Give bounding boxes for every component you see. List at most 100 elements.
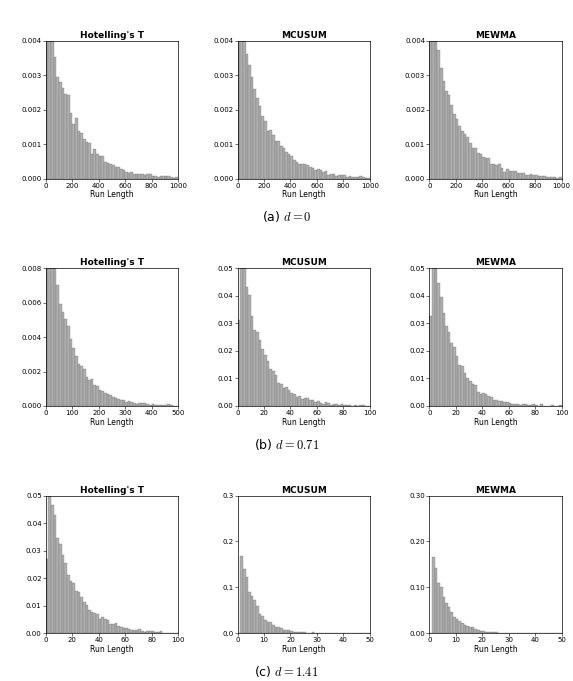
Bar (514, 404, 517, 406)
Bar (83, 139, 85, 178)
Bar (272, 624, 274, 633)
Bar (261, 616, 264, 633)
Bar (527, 405, 530, 406)
Bar (51, 505, 54, 633)
Bar (152, 176, 154, 178)
Bar (282, 387, 285, 406)
Bar (266, 622, 269, 633)
Bar (59, 82, 62, 178)
Bar (301, 632, 304, 633)
Bar (304, 398, 307, 406)
Bar (96, 614, 99, 633)
Bar (282, 630, 285, 633)
Bar (514, 172, 517, 178)
Bar (269, 369, 272, 406)
Bar (511, 171, 514, 178)
Bar (131, 172, 133, 178)
Bar (64, 563, 67, 633)
Bar (159, 176, 162, 178)
Bar (277, 627, 280, 633)
Bar (456, 119, 458, 178)
Bar (96, 386, 99, 406)
Bar (80, 133, 83, 178)
Bar (101, 617, 104, 633)
Bar (99, 619, 101, 633)
Bar (62, 555, 64, 633)
Bar (51, 251, 54, 406)
Bar (341, 175, 343, 178)
Bar (434, 35, 437, 178)
Bar (107, 394, 109, 406)
Bar (506, 402, 509, 406)
X-axis label: Run Length: Run Length (474, 190, 517, 200)
Bar (296, 162, 299, 178)
Title: Hotelling's T: Hotelling's T (80, 486, 144, 495)
Bar (293, 394, 296, 406)
Bar (280, 146, 282, 178)
Bar (458, 127, 461, 178)
Bar (524, 175, 527, 178)
Bar (91, 379, 93, 406)
Bar (253, 600, 256, 633)
Bar (442, 597, 445, 633)
Bar (322, 404, 325, 406)
Bar (54, 515, 56, 633)
Bar (293, 159, 296, 178)
Bar (351, 176, 354, 178)
Bar (325, 172, 328, 178)
Bar (328, 175, 330, 178)
Bar (99, 390, 101, 406)
Bar (335, 405, 338, 406)
Bar (49, 215, 51, 406)
Bar (291, 631, 293, 633)
Bar (440, 67, 442, 178)
Bar (485, 157, 488, 178)
Bar (253, 89, 256, 178)
Bar (453, 616, 456, 633)
Bar (456, 619, 458, 633)
Bar (445, 326, 448, 406)
X-axis label: Run Length: Run Length (282, 645, 325, 654)
Bar (264, 355, 266, 406)
Bar (362, 405, 364, 406)
Bar (75, 355, 77, 406)
Bar (93, 613, 96, 633)
Bar (56, 538, 59, 633)
Bar (133, 630, 136, 633)
Bar (482, 631, 485, 633)
Bar (466, 137, 469, 178)
Bar (240, 23, 243, 178)
Bar (482, 393, 485, 406)
Bar (125, 402, 128, 406)
Bar (154, 405, 157, 406)
Bar (167, 404, 170, 406)
Bar (85, 377, 88, 406)
Bar (125, 628, 128, 633)
Bar (139, 629, 141, 633)
Bar (88, 143, 91, 178)
Bar (474, 629, 477, 633)
Bar (343, 174, 346, 178)
Bar (238, 16, 240, 178)
Bar (445, 603, 448, 633)
Bar (112, 624, 115, 633)
Bar (141, 631, 144, 633)
Bar (453, 347, 456, 406)
Bar (253, 330, 256, 406)
Bar (314, 402, 317, 406)
Bar (256, 606, 259, 633)
Bar (154, 632, 157, 633)
Bar (123, 400, 125, 406)
Bar (548, 177, 551, 178)
X-axis label: Run Length: Run Length (90, 190, 134, 200)
Bar (466, 626, 469, 633)
Bar (530, 174, 532, 178)
Bar (157, 405, 159, 406)
Bar (532, 405, 535, 406)
Bar (280, 384, 282, 406)
Bar (307, 165, 309, 178)
Bar (165, 405, 167, 406)
Bar (59, 304, 62, 406)
Bar (251, 77, 253, 178)
Bar (519, 173, 522, 178)
